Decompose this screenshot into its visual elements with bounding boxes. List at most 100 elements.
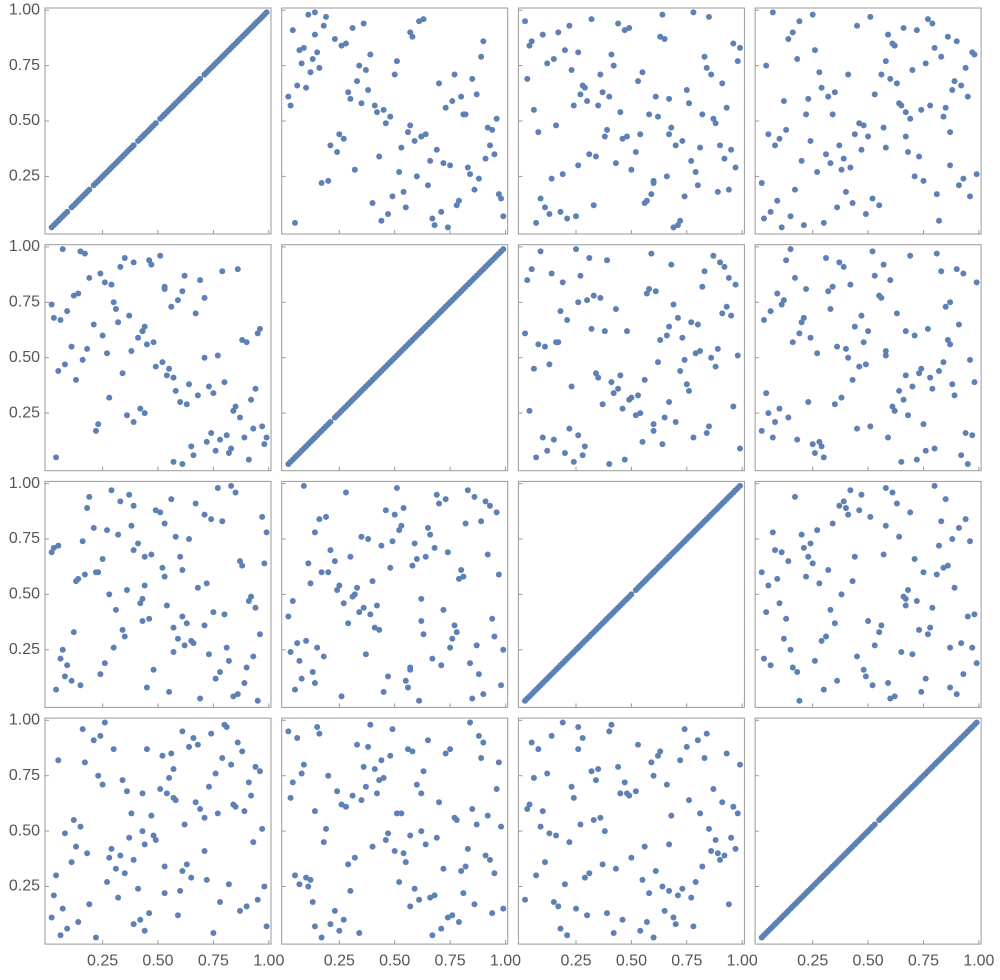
point (407, 339, 414, 346)
point (482, 852, 489, 859)
point (411, 137, 418, 144)
point (606, 93, 613, 100)
point (141, 553, 148, 560)
point (672, 921, 679, 928)
point (385, 673, 392, 680)
point (480, 38, 487, 45)
point (661, 907, 668, 914)
point (840, 263, 847, 270)
point (973, 171, 980, 178)
point (444, 914, 451, 921)
point (342, 803, 349, 810)
point (135, 885, 142, 892)
point (854, 425, 861, 432)
point (825, 93, 832, 100)
point (960, 175, 967, 182)
point (827, 606, 834, 613)
point (179, 613, 186, 620)
point (148, 261, 155, 268)
point (699, 863, 706, 870)
point (588, 631, 595, 638)
point (971, 721, 978, 728)
point (911, 555, 918, 562)
point (416, 697, 423, 704)
point (734, 485, 741, 492)
point (449, 635, 456, 642)
point (597, 814, 604, 821)
point (878, 622, 885, 629)
point (699, 283, 706, 290)
point (666, 131, 673, 138)
point (683, 86, 690, 93)
point (453, 629, 460, 636)
point (849, 376, 856, 383)
point (387, 752, 394, 759)
point (708, 71, 715, 78)
point (688, 157, 695, 164)
point (528, 739, 535, 746)
point (119, 626, 126, 633)
point (50, 892, 57, 899)
point (449, 912, 456, 919)
point (340, 916, 347, 923)
y-tick-label: 0.25 (9, 641, 40, 658)
point (296, 47, 303, 54)
point (898, 794, 905, 801)
point (404, 129, 411, 136)
point (615, 604, 622, 611)
point (818, 637, 825, 644)
x-tick-label: 0.50 (853, 952, 884, 969)
point (92, 934, 99, 941)
point (681, 538, 688, 545)
point (455, 575, 462, 582)
point (615, 763, 622, 770)
point (887, 277, 894, 284)
point (422, 131, 429, 138)
point (610, 390, 617, 397)
point (219, 754, 226, 761)
point (575, 746, 582, 753)
point (424, 182, 431, 189)
point (157, 509, 164, 516)
point (780, 297, 787, 304)
point (918, 688, 925, 695)
point (168, 750, 175, 757)
point (55, 217, 62, 224)
point (130, 547, 137, 554)
point (721, 852, 728, 859)
point (157, 252, 164, 259)
point (893, 799, 900, 806)
point (75, 290, 82, 297)
point (440, 606, 447, 613)
point (393, 58, 400, 65)
point (347, 887, 354, 894)
point (221, 379, 228, 386)
point (64, 925, 71, 932)
point (228, 761, 235, 768)
point (73, 843, 80, 850)
point (110, 299, 117, 306)
point (683, 381, 690, 388)
point (590, 202, 597, 209)
point (498, 248, 505, 255)
point (73, 578, 80, 585)
point (458, 288, 465, 295)
point (666, 95, 673, 102)
point (637, 131, 644, 138)
point (648, 191, 655, 198)
point (289, 779, 296, 786)
point (130, 856, 137, 863)
point (451, 814, 458, 821)
point (70, 292, 77, 299)
point (530, 106, 537, 113)
point (924, 768, 931, 775)
point (382, 120, 389, 127)
point (79, 726, 86, 733)
point (885, 434, 892, 441)
point (701, 268, 708, 275)
point (451, 622, 458, 629)
point (692, 168, 699, 175)
point (225, 881, 232, 888)
point (367, 51, 374, 58)
point (489, 910, 496, 917)
